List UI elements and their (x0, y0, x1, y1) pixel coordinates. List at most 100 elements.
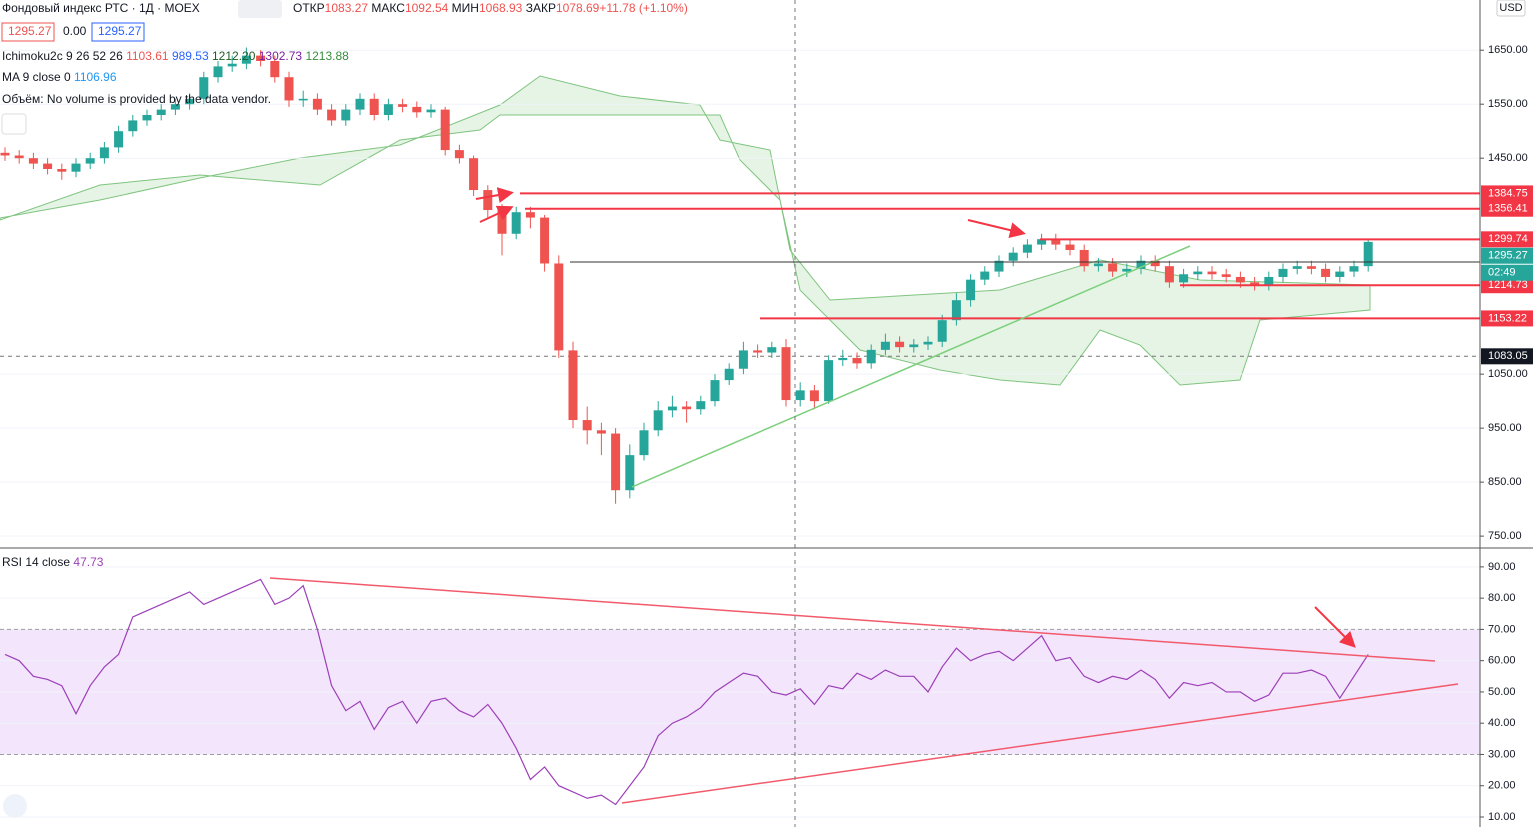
price-label-box (1481, 231, 1533, 248)
price-label-box (1481, 310, 1533, 327)
legend-value: 989.53 (172, 49, 209, 63)
buy-price: 1295.27 (98, 24, 142, 38)
axis-label: 1153.22 (1488, 312, 1527, 324)
candle-body (355, 98, 365, 110)
rsi-line (4, 578, 1369, 806)
candle-body (398, 104, 408, 107)
axis-label: 1450.00 (1488, 152, 1528, 164)
candle-body (43, 163, 53, 169)
candle-body (753, 350, 763, 353)
candle-body (1179, 274, 1189, 283)
candle-body (1150, 260, 1160, 267)
candle-body (142, 114, 152, 121)
candle-body (99, 147, 109, 159)
axis-label: 1214.73 (1488, 279, 1528, 291)
candle-body (284, 77, 294, 101)
candle-body (696, 401, 706, 410)
candle-body (483, 190, 493, 211)
legend-name: MA 9 close 0 (2, 70, 71, 84)
candle-body (1193, 271, 1203, 275)
candle-body (1235, 276, 1245, 283)
candle-body (966, 279, 976, 301)
candle-body (1136, 260, 1146, 269)
arrow (1314, 606, 1356, 648)
candle-body (185, 98, 195, 105)
candle-body (980, 271, 990, 280)
candle-body (1051, 239, 1061, 245)
candle-body (540, 217, 550, 264)
candle-body (625, 455, 635, 491)
candle-body (312, 98, 322, 110)
candle-body (369, 98, 379, 115)
compare-button[interactable] (238, 0, 282, 18)
candle-body (497, 210, 507, 234)
logo (3, 794, 27, 818)
price-label-box (1481, 264, 1533, 281)
candle-body (710, 380, 720, 402)
candle-body (57, 168, 67, 172)
arrow (967, 219, 1026, 238)
candle-body (1008, 252, 1018, 261)
candle-body (213, 66, 223, 78)
axis-label: 60.00 (1488, 655, 1516, 667)
candle-body (937, 320, 947, 342)
ohlc-label: МИН (452, 1, 479, 15)
legend-value: 1213.88 (305, 49, 349, 63)
candle-body (454, 150, 464, 159)
candle-body (440, 109, 450, 151)
ohlc: ОТКР1083.27 МАКС1092.54 МИН1068.93 ЗАКР1… (293, 1, 688, 15)
axis-label: 10.00 (1488, 811, 1516, 823)
candle-body (170, 104, 180, 110)
axis-labels: 750.00 850.00 950.00 1050.00 1450.00 1550.00 1… (1480, 44, 1533, 823)
axis-label: 1550.00 (1488, 98, 1528, 110)
candle-body (653, 410, 663, 431)
collapse-button[interactable] (1, 113, 27, 135)
candle-body (866, 349, 876, 364)
candle-body (895, 341, 905, 348)
candle-body (838, 357, 848, 361)
axis-label: 1050.00 (1488, 368, 1528, 380)
candle-body (85, 158, 95, 164)
volume-legend: Объём: No volume is provided by the data… (2, 92, 271, 106)
candle-body (114, 131, 124, 148)
candle-body (128, 120, 138, 132)
candle-body (511, 212, 521, 234)
candle-body (1164, 266, 1174, 283)
rsi-legend: RSI 14 close 47.73 (2, 555, 104, 569)
currency: USD (1499, 2, 1522, 14)
candle-body (923, 341, 933, 345)
candle-body (0, 152, 10, 156)
ohlc-label: ОТКР (293, 1, 325, 15)
candle-body (1207, 271, 1217, 275)
candle-body (795, 390, 805, 401)
buy-box[interactable] (91, 22, 145, 42)
candle-body (909, 344, 919, 348)
ohlc-value: 1068.93 (479, 1, 523, 15)
candle-body (1363, 241, 1373, 267)
axis-label: 1650.00 (1488, 44, 1528, 56)
axis-label: 20.00 (1488, 780, 1516, 792)
axis-label: 850.00 (1488, 476, 1522, 488)
candle-body (1108, 263, 1118, 272)
marks (0, 47, 1480, 806)
sell-box[interactable] (1, 22, 55, 42)
arrow (479, 205, 514, 223)
candle-body (1037, 239, 1047, 245)
candle-body (1264, 276, 1274, 286)
currency-button[interactable] (1496, 0, 1526, 17)
candle-body (1065, 244, 1075, 250)
price-label-box (1481, 247, 1533, 264)
candle-body (682, 406, 692, 410)
candle-body (469, 158, 479, 191)
legend-value: 1103.61 (126, 49, 169, 63)
candle-body (1292, 266, 1302, 269)
candle-body (227, 63, 237, 67)
candle-body (1278, 268, 1288, 277)
rsi-trend-line (621, 683, 1459, 804)
candle-body (1093, 263, 1103, 267)
axis-label: 1083.05 (1488, 350, 1528, 362)
candle-body (1022, 244, 1032, 253)
candle-body (611, 433, 621, 491)
